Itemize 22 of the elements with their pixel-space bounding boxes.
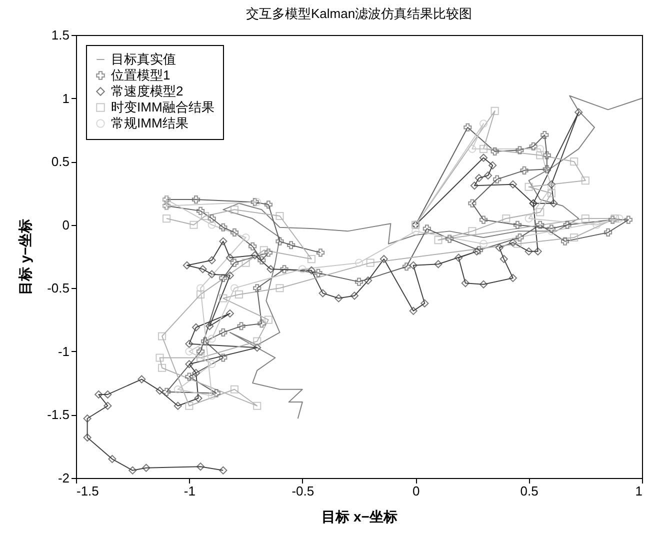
x-tick-label: 1: [635, 484, 642, 498]
legend-label: 时变IMM融合结果: [111, 100, 214, 114]
x-tick-label: -0.5: [292, 484, 314, 498]
legend-label: 常规IMM结果: [111, 116, 188, 130]
y-tick-label: 1.5: [51, 28, 70, 42]
y-tick-label: -1.5: [47, 407, 70, 422]
y-tick-label: 1: [62, 90, 70, 106]
x-tick-label: 0.5: [520, 484, 538, 498]
y-tick-label: -1: [58, 344, 70, 359]
legend-label: 目标真实值: [111, 52, 176, 66]
y-tick-label: 0: [62, 217, 70, 232]
x-tick-label: -1: [184, 484, 196, 498]
y-axis-title: 目标 y−坐标: [17, 219, 34, 295]
legend-label: 常速度模型2: [111, 84, 184, 98]
y-tick-label: -0.5: [47, 280, 70, 296]
x-tick-label: 0: [412, 484, 420, 498]
chart-title: 交互多模型Kalman滤波仿真结果比较图: [246, 6, 472, 21]
legend-label: 位置模型1: [111, 68, 170, 82]
x-axis-title: 目标 x−坐标: [322, 508, 398, 524]
y-tick-label: -2: [58, 470, 70, 486]
x-tick-label: -1.5: [76, 484, 99, 498]
y-tick-label: 0.5: [51, 154, 70, 170]
